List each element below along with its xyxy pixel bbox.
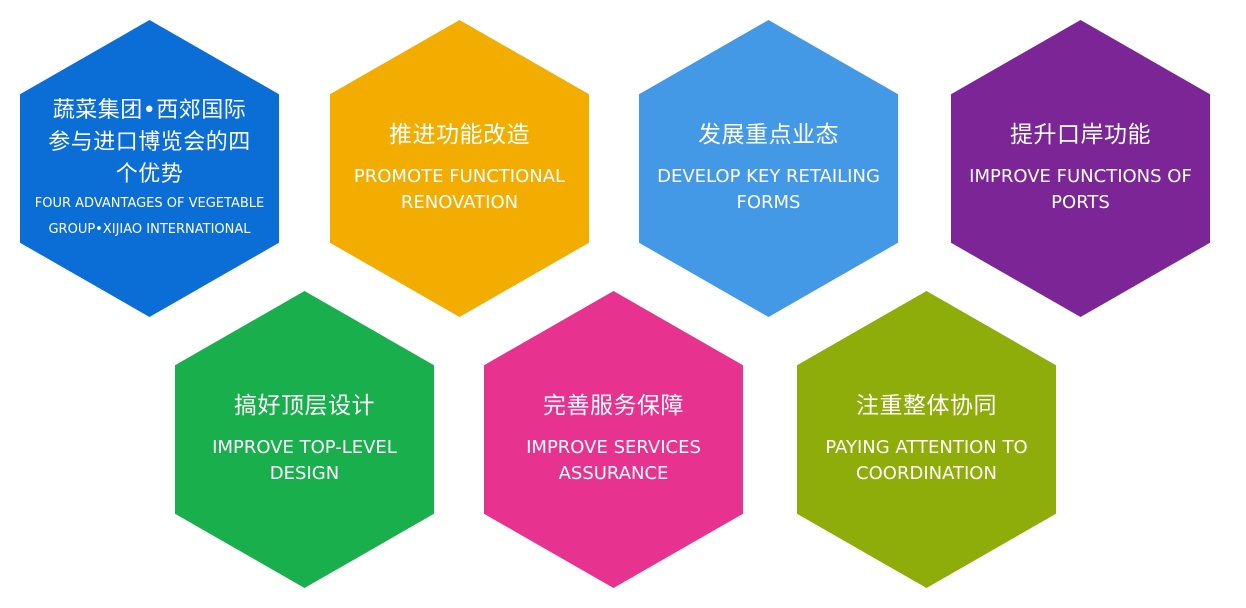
ports-label-chinese: 提升口岸功能 — [1010, 121, 1151, 148]
coordination-label-english: PAYING ATTENTION TO COORDINATION — [825, 437, 1028, 485]
hexagon-coordination: 注重整体协同 PAYING ATTENTION TO COORDINATION — [797, 291, 1056, 588]
hexagon-renovation: 推进功能改造 PROMOTE FUNCTIONAL RENOVATION — [330, 20, 589, 317]
retailing-label-chinese: 发展重点业态 — [698, 121, 839, 148]
renovation-label-chinese: 推进功能改造 — [389, 121, 530, 148]
hexagon-services: 完善服务保障 IMPROVE SERVICES ASSURANCE — [484, 291, 743, 588]
renovation-label-english: PROMOTE FUNCTIONAL RENOVATION — [353, 166, 566, 214]
design-label-english: IMPROVE TOP-LEVEL DESIGN — [212, 437, 397, 485]
services-label-chinese: 完善服务保障 — [543, 392, 684, 419]
ports-label-english: IMPROVE FUNCTIONS OF PORTS — [969, 166, 1192, 214]
services-label-english: IMPROVE SERVICES ASSURANCE — [526, 437, 701, 485]
hexagon-retailing: 发展重点业态 DEVELOP KEY RETAILING FORMS — [639, 20, 898, 317]
hexagon-design: 搞好顶层设计 IMPROVE TOP-LEVEL DESIGN — [175, 291, 434, 588]
main-title-english: FOUR ADVANTAGES OF VEGETABLE GROUP•XIJIA… — [34, 195, 265, 237]
retailing-label-english: DEVELOP KEY RETAILING FORMS — [657, 166, 880, 214]
hexagon-main: 蔬菜集团•西郊国际参与进口博览会的四个优势 FOUR ADVANTAGES OF… — [20, 20, 279, 317]
main-title-chinese: 蔬菜集团•西郊国际参与进口博览会的四个优势 — [48, 97, 251, 187]
design-label-chinese: 搞好顶层设计 — [234, 392, 375, 419]
hexagon-ports: 提升口岸功能 IMPROVE FUNCTIONS OF PORTS — [951, 20, 1210, 317]
coordination-label-chinese: 注重整体协同 — [856, 392, 997, 419]
